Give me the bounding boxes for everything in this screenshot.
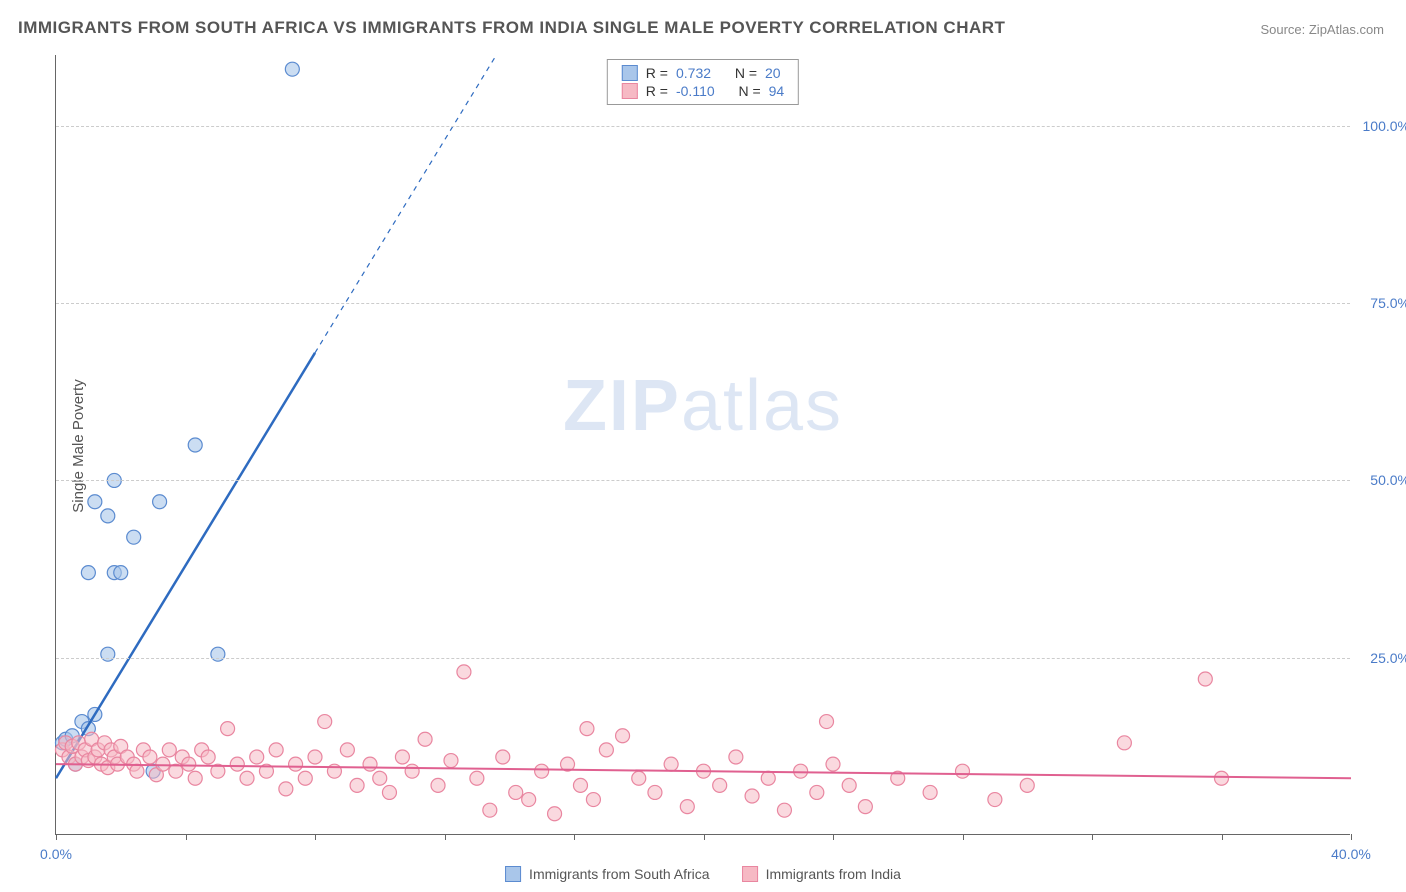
ytick-label: 100.0% xyxy=(1363,118,1406,134)
bottom-legend: Immigrants from South Africa Immigrants … xyxy=(505,866,901,882)
legend-swatch-india xyxy=(622,83,638,99)
n-value-india: 94 xyxy=(769,83,785,99)
bottom-legend-india: Immigrants from India xyxy=(742,866,901,882)
plot-area: ZIPatlas R = 0.732 N = 20 R = -0.110 N =… xyxy=(55,55,1350,835)
xtick xyxy=(445,834,446,840)
xtick xyxy=(574,834,575,840)
r-value-sa: 0.732 xyxy=(676,65,711,81)
r-label: R = xyxy=(646,83,668,99)
xtick xyxy=(315,834,316,840)
ytick-label: 25.0% xyxy=(1370,650,1406,666)
n-label: N = xyxy=(738,83,760,99)
r-label: R = xyxy=(646,65,668,81)
xtick xyxy=(1222,834,1223,840)
legend-row-sa: R = 0.732 N = 20 xyxy=(622,64,784,82)
source-label: Source: ZipAtlas.com xyxy=(1260,22,1384,37)
bottom-legend-sa-label: Immigrants from South Africa xyxy=(529,866,710,882)
r-value-india: -0.110 xyxy=(676,83,715,99)
xtick xyxy=(1351,834,1352,840)
xtick-label: 40.0% xyxy=(1331,846,1371,862)
legend-swatch-sa-icon xyxy=(505,866,521,882)
legend-swatch-india-icon xyxy=(742,866,758,882)
chart-svg xyxy=(56,55,1350,834)
gridline xyxy=(56,658,1350,659)
legend-row-india: R = -0.110 N = 94 xyxy=(622,82,784,100)
gridline xyxy=(56,303,1350,304)
xtick xyxy=(56,834,57,840)
xtick xyxy=(186,834,187,840)
legend-swatch-sa xyxy=(622,65,638,81)
correlation-legend: R = 0.732 N = 20 R = -0.110 N = 94 xyxy=(607,59,799,105)
bottom-legend-sa: Immigrants from South Africa xyxy=(505,866,710,882)
xtick xyxy=(963,834,964,840)
chart-title: IMMIGRANTS FROM SOUTH AFRICA VS IMMIGRAN… xyxy=(18,18,1005,38)
n-label: N = xyxy=(735,65,757,81)
n-value-sa: 20 xyxy=(765,65,781,81)
xtick xyxy=(833,834,834,840)
xtick xyxy=(704,834,705,840)
xtick xyxy=(1092,834,1093,840)
ytick-label: 50.0% xyxy=(1370,472,1406,488)
bottom-legend-india-label: Immigrants from India xyxy=(766,866,901,882)
ytick-label: 75.0% xyxy=(1370,295,1406,311)
xtick-label: 0.0% xyxy=(40,846,72,862)
gridline xyxy=(56,480,1350,481)
gridline xyxy=(56,126,1350,127)
